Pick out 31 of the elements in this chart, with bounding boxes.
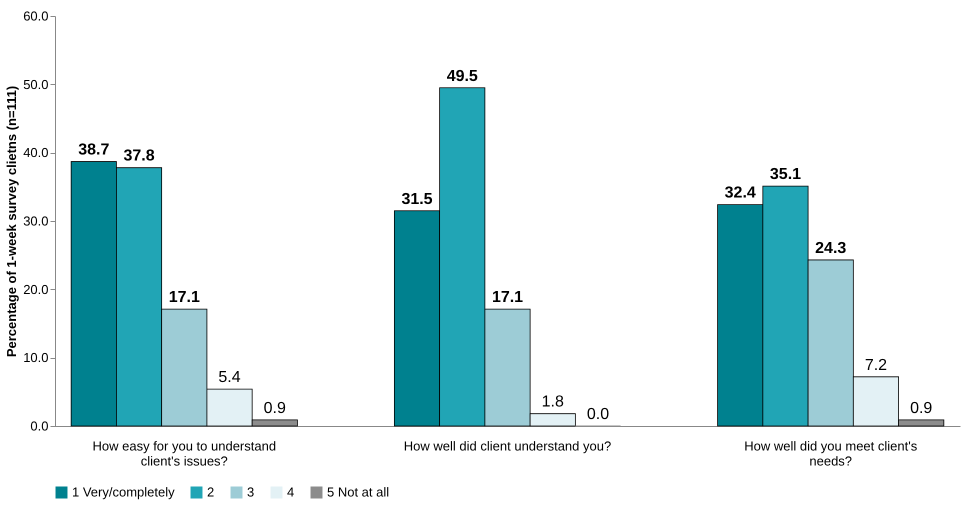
data-label: 37.8	[123, 148, 155, 165]
legend-label: 5 Not at all	[327, 484, 390, 500]
x-tick-label: How well did client understand you?	[404, 438, 612, 454]
data-label: 38.7	[78, 142, 110, 159]
data-label: 0.9	[910, 400, 932, 417]
y-tick-label: 20.0	[23, 282, 48, 297]
data-label: 17.1	[168, 289, 200, 306]
y-tick-label: 0.0	[30, 418, 48, 434]
data-label: 35.1	[770, 166, 802, 184]
x-tick-label: How well did you meet client's needs?	[744, 438, 918, 468]
y-tick-label: 30.0	[23, 214, 48, 228]
data-label: 0.9	[264, 400, 286, 417]
data-label: 0.0	[586, 406, 610, 423]
data-label: 17.1	[492, 289, 524, 306]
data-label: 49.5	[446, 68, 478, 85]
legend-label: 1 Very/completely	[72, 484, 176, 500]
data-label: 5.4	[218, 369, 241, 386]
data-label: 1.8	[542, 394, 564, 411]
data-label: 31.5	[401, 190, 433, 208]
data-label: 24.3	[815, 240, 846, 257]
data-label: 32.4	[724, 184, 756, 202]
legend-label: 4	[287, 484, 294, 500]
y-tick-label: 10.0	[23, 350, 48, 366]
legend-label: 3	[247, 484, 254, 500]
y-tick-label: 50.0	[23, 76, 48, 92]
y-tick-label: 60.0	[23, 8, 48, 24]
data-label: 7.2	[864, 356, 888, 374]
y-axis-title: Percentage of 1-week survey clietns (n=111)	[4, 86, 20, 358]
y-tick-label: 40.0	[23, 145, 48, 160]
x-tick-label: How easy for you to understand client's issues?	[92, 438, 276, 468]
legend-label: 2	[207, 484, 214, 500]
